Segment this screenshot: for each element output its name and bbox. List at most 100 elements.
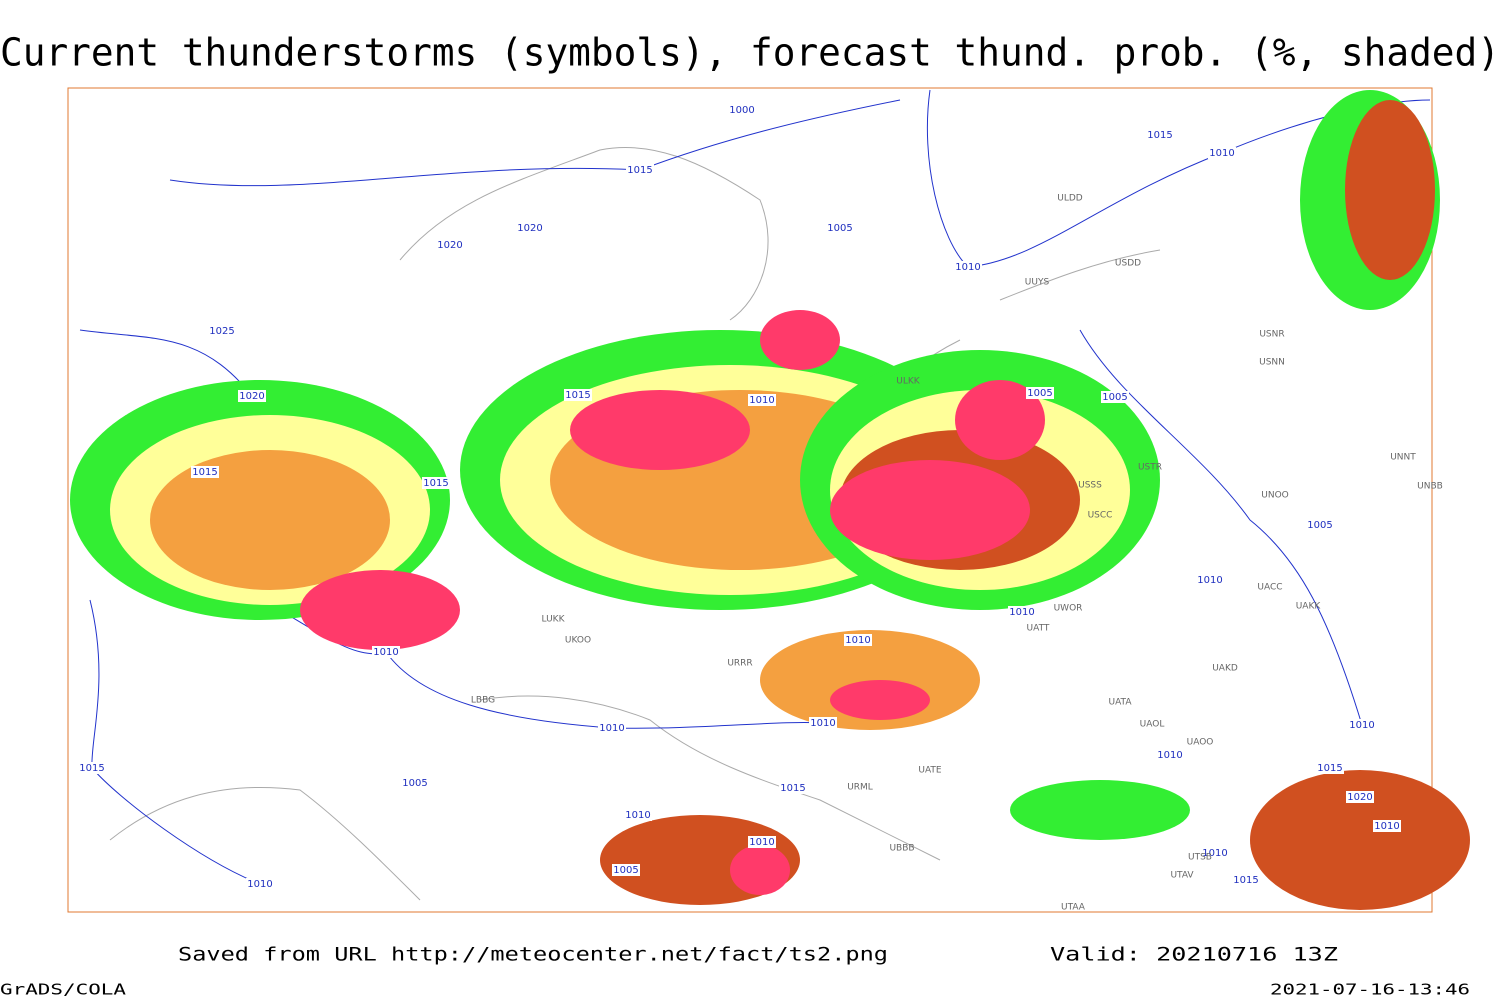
- map-labels: 1000 1015 1010 1015 1020 1020 1025 1005 1010 1020…: [78, 104, 1443, 913]
- software-credit: GrADS/COLA: [0, 981, 126, 999]
- isobar-label-bg: [1008, 606, 1036, 618]
- isobar-label: 1010: [1202, 848, 1227, 859]
- isobar-label-bg: [436, 239, 464, 251]
- isobar: [279, 609, 824, 729]
- storm-symbols: [955, 380, 1045, 460]
- isobar-label-bg: [748, 394, 776, 406]
- isobar-label: 1015: [423, 478, 448, 489]
- isobar-label-bg: [246, 878, 274, 890]
- isobar-label-bg: [1316, 762, 1344, 774]
- coastline: [109, 787, 421, 901]
- station-label: UAOL: [1140, 720, 1165, 730]
- station-label: UNOO: [1261, 491, 1289, 501]
- station-label: UBBB: [889, 844, 914, 854]
- station-label: UAKD: [1212, 664, 1238, 674]
- shade-high: [150, 450, 390, 590]
- isobar-label-bg: [826, 222, 854, 234]
- isobar-label: 1010: [749, 837, 774, 848]
- isobar-label: 1000: [729, 105, 754, 116]
- coastline: [399, 147, 769, 321]
- isobar-label-bg: [1201, 847, 1229, 859]
- station-label: URML: [847, 783, 873, 793]
- storm-symbols: [570, 390, 750, 470]
- storm-symbols: [730, 845, 790, 895]
- station-label: URRR: [727, 659, 752, 669]
- isobar: [169, 99, 901, 187]
- source-url: Saved from URL http://meteocenter.net/fa…: [178, 944, 888, 966]
- station-label: UNBB: [1417, 482, 1443, 492]
- station-label: UATA: [1108, 698, 1132, 708]
- isobar-label: 1005: [402, 778, 427, 789]
- station-label: UUYS: [1025, 278, 1050, 288]
- shade-very-high: [1345, 100, 1435, 280]
- isobar-label: 1010: [373, 647, 398, 658]
- isobar-label-bg: [1373, 820, 1401, 832]
- map-title: Current thunderstorms (symbols), forecas…: [0, 31, 1500, 75]
- isobar-label: 1015: [627, 165, 652, 176]
- station-label: UAOO: [1187, 738, 1214, 748]
- station-label: UTAV: [1170, 871, 1194, 881]
- isobar-label-bg: [626, 164, 654, 176]
- storm-symbols: [300, 570, 460, 650]
- isobar-label-bg: [1348, 719, 1376, 731]
- station-label: USCC: [1088, 511, 1113, 521]
- station-label: UACC: [1257, 583, 1282, 593]
- isobar-label-bg: [809, 717, 837, 729]
- station-label: ULDD: [1057, 194, 1083, 204]
- isobar-label: 1005: [613, 865, 638, 876]
- isobar-label-bg: [612, 864, 640, 876]
- isobar-label: 1015: [1147, 130, 1172, 141]
- station-label: ULKK: [896, 377, 921, 387]
- isobar-label-bg: [748, 836, 776, 848]
- isobar: [1079, 329, 1363, 726]
- isobar-label-bg: [238, 390, 266, 402]
- isobar-label-bg: [208, 325, 236, 337]
- isobar-label: 1010: [1197, 575, 1222, 586]
- isobar-label: 1010: [1349, 720, 1374, 731]
- isobar-label-bg: [624, 809, 652, 821]
- station-label: UTAA: [1061, 903, 1086, 913]
- isobar-label: 1015: [192, 467, 217, 478]
- isobar-label-bg: [844, 634, 872, 646]
- station-label: USSS: [1078, 481, 1102, 491]
- isobar-label-bg: [954, 261, 982, 273]
- isobar-label-bg: [1026, 387, 1054, 399]
- isobar-label: 1020: [239, 391, 264, 402]
- station-label: UATT: [1027, 624, 1050, 634]
- isobar-label: 1010: [599, 723, 624, 734]
- isobar-label: 1010: [1209, 148, 1234, 159]
- isobar-label: 1015: [79, 763, 104, 774]
- coastlines: [109, 147, 1161, 901]
- isobar-label: 1020: [1347, 792, 1372, 803]
- isobar-label: 1010: [247, 879, 272, 890]
- isobar-label: 1015: [1317, 763, 1342, 774]
- isobar-label: 1020: [517, 223, 542, 234]
- storm-symbols: [760, 310, 840, 370]
- isobar-label: 1010: [1374, 821, 1399, 832]
- station-label: UWOR: [1054, 604, 1083, 614]
- isobar-label-bg: [1306, 519, 1334, 531]
- station-label: USNR: [1259, 330, 1284, 340]
- isobar-label-bg: [401, 777, 429, 789]
- isobar-label: 1010: [1157, 750, 1182, 761]
- isobar-label-bg: [1196, 574, 1224, 586]
- station-label: UTSB: [1188, 853, 1212, 863]
- isobar-label: 1010: [955, 262, 980, 273]
- isobar-label: 1010: [845, 635, 870, 646]
- isobar-label: 1015: [565, 390, 590, 401]
- isobar-label-bg: [1146, 129, 1174, 141]
- isobar-label: 1005: [827, 223, 852, 234]
- isobar-label: 1010: [810, 718, 835, 729]
- probability-shading: [70, 90, 1470, 910]
- isobar-label-bg: [422, 477, 450, 489]
- station-label: LBBG: [471, 696, 495, 706]
- isobar-label: 1020: [437, 240, 462, 251]
- isobar-label: 1010: [625, 810, 650, 821]
- isobar-label-bg: [1101, 391, 1129, 403]
- station-label: UATE: [918, 766, 942, 776]
- station-label: UKOO: [565, 636, 591, 646]
- isobar-label-bg: [728, 104, 756, 116]
- isobar-label-bg: [598, 722, 626, 734]
